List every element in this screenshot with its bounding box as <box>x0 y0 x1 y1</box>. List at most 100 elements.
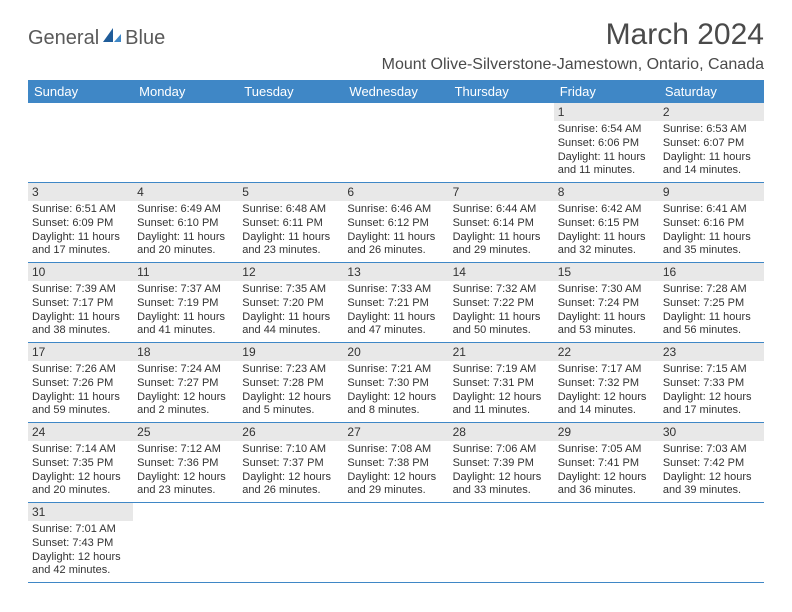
sunrise-line: Sunrise: 6:46 AM <box>347 203 444 217</box>
day-number: 1 <box>554 103 659 121</box>
day-detail: Sunrise: 7:28 AMSunset: 7:25 PMDaylight:… <box>659 281 764 342</box>
sunrise-line: Sunrise: 7:10 AM <box>242 443 339 457</box>
calendar-day-cell: 7Sunrise: 6:44 AMSunset: 6:14 PMDaylight… <box>449 183 554 263</box>
day-number: 27 <box>343 423 448 441</box>
day-number: 18 <box>133 343 238 361</box>
day-number: 28 <box>449 423 554 441</box>
sunset-line: Sunset: 7:30 PM <box>347 377 444 391</box>
calendar-week-row: 24Sunrise: 7:14 AMSunset: 7:35 PMDayligh… <box>28 423 764 503</box>
day-number: 20 <box>343 343 448 361</box>
day-number: 25 <box>133 423 238 441</box>
daylight-line: Daylight: 11 hours and 32 minutes. <box>558 231 655 259</box>
daylight-line: Daylight: 12 hours and 39 minutes. <box>663 471 760 499</box>
sunrise-line: Sunrise: 7:39 AM <box>32 283 129 297</box>
day-detail: Sunrise: 6:51 AMSunset: 6:09 PMDaylight:… <box>28 201 133 262</box>
sunset-line: Sunset: 7:39 PM <box>453 457 550 471</box>
day-detail: Sunrise: 7:06 AMSunset: 7:39 PMDaylight:… <box>449 441 554 502</box>
calendar-empty-cell <box>133 503 238 583</box>
calendar-week-row: 1Sunrise: 6:54 AMSunset: 6:06 PMDaylight… <box>28 103 764 183</box>
day-detail: Sunrise: 6:41 AMSunset: 6:16 PMDaylight:… <box>659 201 764 262</box>
sunrise-line: Sunrise: 7:37 AM <box>137 283 234 297</box>
day-detail: Sunrise: 6:54 AMSunset: 6:06 PMDaylight:… <box>554 121 659 182</box>
calendar-header-row: SundayMondayTuesdayWednesdayThursdayFrid… <box>28 80 764 103</box>
calendar-day-cell: 20 Sunrise: 7:21 AMSunset: 7:30 PMDayligh… <box>343 343 448 423</box>
calendar-day-cell: 4Sunrise: 6:49 AMSunset: 6:10 PMDaylight… <box>133 183 238 263</box>
daylight-line: Daylight: 11 hours and 56 minutes. <box>663 311 760 339</box>
calendar-week-row: 10Sunrise: 7:39 AMSunset: 7:17 PMDayligh… <box>28 263 764 343</box>
day-detail: Sunrise: 7:30 AMSunset: 7:24 PMDaylight:… <box>554 281 659 342</box>
calendar-day-cell: 3Sunrise: 6:51 AMSunset: 6:09 PMDaylight… <box>28 183 133 263</box>
sunset-line: Sunset: 7:27 PM <box>137 377 234 391</box>
brand-part2: Blue <box>125 27 165 50</box>
daylight-line: Daylight: 12 hours and 42 minutes. <box>32 551 129 579</box>
daylight-line: Daylight: 12 hours and 23 minutes. <box>137 471 234 499</box>
calendar-day-cell: 29Sunrise: 7:05 AMSunset: 7:41 PMDayligh… <box>554 423 659 503</box>
day-detail: Sunrise: 7:32 AMSunset: 7:22 PMDaylight:… <box>449 281 554 342</box>
daylight-line: Daylight: 12 hours and 20 minutes. <box>32 471 129 499</box>
sunrise-line: Sunrise: 7:24 AM <box>137 363 234 377</box>
sunrise-line: Sunrise: 7:17 AM <box>558 363 655 377</box>
calendar-day-cell: 2Sunrise: 6:53 AMSunset: 6:07 PMDaylight… <box>659 103 764 183</box>
sunset-line: Sunset: 7:31 PM <box>453 377 550 391</box>
daylight-line: Daylight: 11 hours and 17 minutes. <box>32 231 129 259</box>
day-detail: Sunrise: 7:05 AMSunset: 7:41 PMDaylight:… <box>554 441 659 502</box>
day-detail: Sunrise: 6:53 AMSunset: 6:07 PMDaylight:… <box>659 121 764 182</box>
sunrise-line: Sunrise: 7:33 AM <box>347 283 444 297</box>
dow-header: Saturday <box>659 80 764 103</box>
daylight-line: Daylight: 11 hours and 23 minutes. <box>242 231 339 259</box>
sunrise-line: Sunrise: 7:30 AM <box>558 283 655 297</box>
calendar-empty-cell <box>343 103 448 183</box>
sunrise-line: Sunrise: 7:12 AM <box>137 443 234 457</box>
page-title: March 2024 <box>606 18 764 52</box>
day-detail: Sunrise: 6:48 AMSunset: 6:11 PMDaylight:… <box>238 201 343 262</box>
calendar-empty-cell <box>659 503 764 583</box>
sunrise-line: Sunrise: 7:08 AM <box>347 443 444 457</box>
dow-header: Monday <box>133 80 238 103</box>
calendar-day-cell: 12Sunrise: 7:35 AMSunset: 7:20 PMDayligh… <box>238 263 343 343</box>
sunrise-line: Sunrise: 7:19 AM <box>453 363 550 377</box>
sunrise-line: Sunrise: 7:35 AM <box>242 283 339 297</box>
daylight-line: Daylight: 12 hours and 33 minutes. <box>453 471 550 499</box>
sunset-line: Sunset: 7:22 PM <box>453 297 550 311</box>
sunrise-line: Sunrise: 7:21 AM <box>347 363 444 377</box>
sunset-line: Sunset: 7:38 PM <box>347 457 444 471</box>
sunset-line: Sunset: 7:35 PM <box>32 457 129 471</box>
sunset-line: Sunset: 7:20 PM <box>242 297 339 311</box>
day-detail: Sunrise: 7:08 AMSunset: 7:38 PMDaylight:… <box>343 441 448 502</box>
sunrise-line: Sunrise: 7:26 AM <box>32 363 129 377</box>
sunrise-line: Sunrise: 7:32 AM <box>453 283 550 297</box>
day-detail: Sunrise: 6:49 AMSunset: 6:10 PMDaylight:… <box>133 201 238 262</box>
daylight-line: Daylight: 11 hours and 26 minutes. <box>347 231 444 259</box>
sunset-line: Sunset: 6:07 PM <box>663 137 760 151</box>
calendar-day-cell: 16Sunrise: 7:28 AMSunset: 7:25 PMDayligh… <box>659 263 764 343</box>
calendar-day-cell: 15Sunrise: 7:30 AMSunset: 7:24 PMDayligh… <box>554 263 659 343</box>
sunset-line: Sunset: 6:16 PM <box>663 217 760 231</box>
sunrise-line: Sunrise: 6:41 AM <box>663 203 760 217</box>
sunset-line: Sunset: 7:17 PM <box>32 297 129 311</box>
day-number: 16 <box>659 263 764 281</box>
day-number: 24 <box>28 423 133 441</box>
sunset-line: Sunset: 7:32 PM <box>558 377 655 391</box>
dow-header: Wednesday <box>343 80 448 103</box>
sunset-line: Sunset: 7:19 PM <box>137 297 234 311</box>
calendar-day-cell: 17Sunrise: 7:26 AMSunset: 7:26 PMDayligh… <box>28 343 133 423</box>
calendar-day-cell: 1Sunrise: 6:54 AMSunset: 6:06 PMDaylight… <box>554 103 659 183</box>
sunset-line: Sunset: 7:36 PM <box>137 457 234 471</box>
daylight-line: Daylight: 11 hours and 38 minutes. <box>32 311 129 339</box>
day-number: 21 <box>449 343 554 361</box>
day-number: 5 <box>238 183 343 201</box>
calendar-day-cell: 13Sunrise: 7:33 AMSunset: 7:21 PMDayligh… <box>343 263 448 343</box>
dow-header: Sunday <box>28 80 133 103</box>
sunset-line: Sunset: 6:14 PM <box>453 217 550 231</box>
daylight-line: Daylight: 11 hours and 41 minutes. <box>137 311 234 339</box>
daylight-line: Daylight: 11 hours and 29 minutes. <box>453 231 550 259</box>
calendar-day-cell: 18Sunrise: 7:24 AMSunset: 7:27 PMDayligh… <box>133 343 238 423</box>
daylight-line: Daylight: 12 hours and 8 minutes. <box>347 391 444 419</box>
sunset-line: Sunset: 7:28 PM <box>242 377 339 391</box>
daylight-line: Daylight: 11 hours and 47 minutes. <box>347 311 444 339</box>
sunrise-line: Sunrise: 7:06 AM <box>453 443 550 457</box>
sunset-line: Sunset: 7:24 PM <box>558 297 655 311</box>
location-subtitle: Mount Olive-Silverstone-Jamestown, Ontar… <box>28 56 764 74</box>
sunset-line: Sunset: 7:26 PM <box>32 377 129 391</box>
sunrise-line: Sunrise: 7:28 AM <box>663 283 760 297</box>
